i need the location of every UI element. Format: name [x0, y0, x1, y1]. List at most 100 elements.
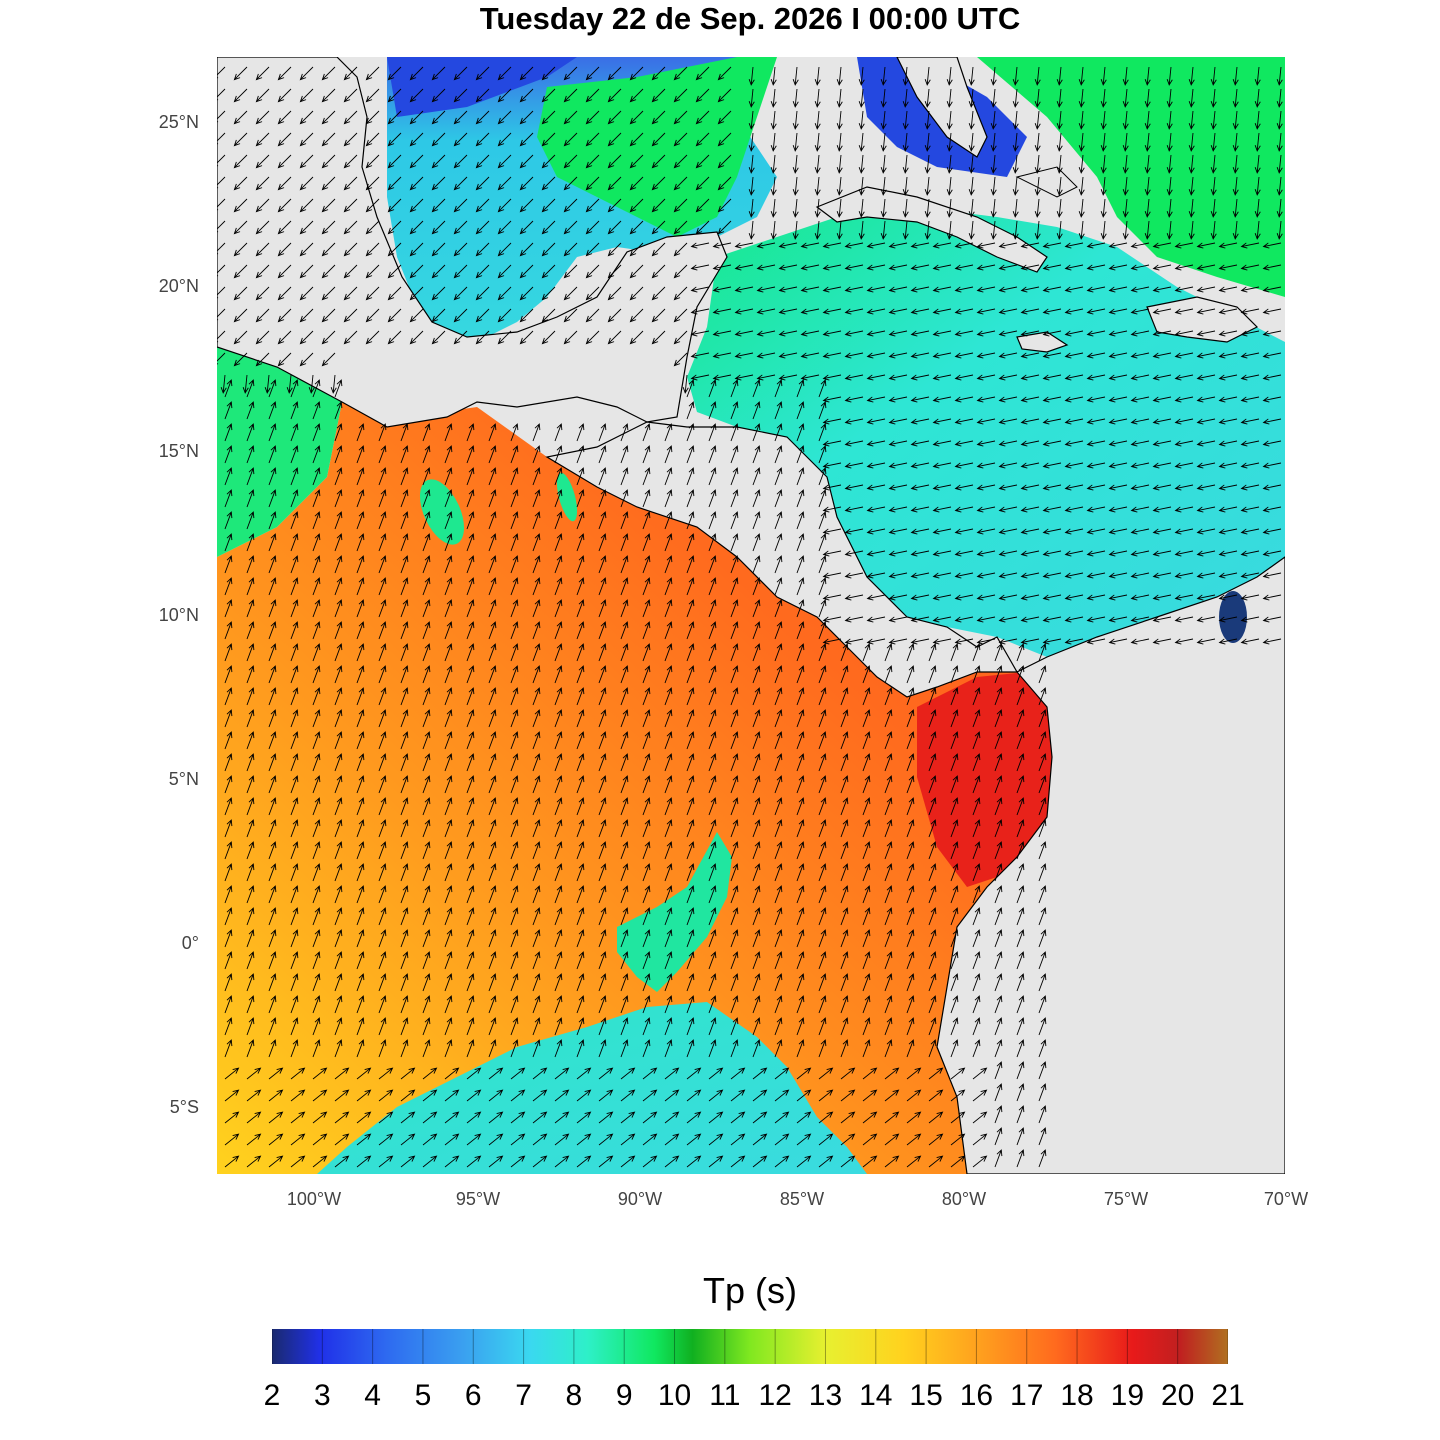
- direction-arrow: [1254, 154, 1261, 174]
- direction-arrow: [1108, 264, 1128, 271]
- direction-arrow: [1152, 484, 1172, 491]
- direction-arrow: [334, 709, 343, 728]
- direction-arrow: [400, 753, 409, 772]
- direction-arrow: [708, 401, 717, 420]
- direction-arrow: [1042, 352, 1062, 359]
- direction-arrow: [1196, 308, 1216, 315]
- direction-arrow: [444, 709, 453, 728]
- direction-arrow: [217, 220, 226, 233]
- direction-arrow: [532, 907, 541, 926]
- direction-arrow: [950, 1067, 966, 1080]
- direction-arrow: [607, 110, 622, 125]
- direction-arrow: [902, 220, 909, 240]
- direction-arrow: [519, 286, 534, 301]
- map-panel[interactable]: [217, 57, 1285, 1174]
- direction-arrow: [1210, 66, 1217, 86]
- direction-arrow: [642, 1133, 658, 1146]
- direction-arrow: [686, 775, 695, 794]
- direction-arrow: [312, 643, 321, 662]
- direction-arrow: [510, 709, 519, 728]
- direction-arrow: [299, 66, 314, 81]
- direction-arrow: [950, 995, 959, 1014]
- direction-arrow: [334, 379, 343, 398]
- direction-arrow: [708, 1133, 724, 1146]
- direction-arrow: [752, 1039, 761, 1058]
- direction-arrow: [422, 1089, 438, 1102]
- direction-arrow: [928, 973, 937, 992]
- direction-arrow: [541, 242, 556, 257]
- direction-arrow: [1196, 352, 1216, 359]
- direction-arrow: [532, 951, 541, 970]
- direction-arrow: [1056, 198, 1063, 218]
- direction-arrow: [554, 687, 563, 706]
- direction-arrow: [563, 132, 578, 147]
- direction-arrow: [466, 995, 475, 1014]
- direction-arrow: [378, 973, 387, 992]
- direction-arrow: [686, 885, 695, 904]
- direction-arrow: [453, 220, 468, 235]
- direction-arrow: [400, 863, 409, 882]
- direction-arrow: [475, 198, 490, 213]
- direction-arrow: [255, 154, 270, 169]
- direction-arrow: [708, 885, 717, 904]
- direction-arrow: [976, 440, 996, 447]
- direction-arrow: [1174, 506, 1194, 513]
- direction-arrow: [343, 110, 358, 125]
- direction-arrow: [356, 555, 365, 574]
- direction-arrow: [629, 154, 644, 169]
- direction-arrow: [778, 264, 798, 271]
- direction-arrow: [840, 753, 849, 772]
- direction-arrow: [224, 1089, 240, 1102]
- direction-arrow: [290, 775, 299, 794]
- direction-arrow: [976, 242, 996, 249]
- direction-arrow: [822, 462, 842, 469]
- direction-arrow: [976, 594, 996, 601]
- direction-arrow: [554, 841, 563, 860]
- direction-arrow: [400, 973, 409, 992]
- direction-arrow: [796, 1089, 812, 1102]
- direction-arrow: [844, 616, 864, 623]
- direction-arrow: [972, 643, 981, 662]
- lake-maracaibo: [1219, 591, 1247, 643]
- direction-arrow: [554, 467, 563, 486]
- direction-arrow: [1012, 176, 1019, 196]
- direction-arrow: [994, 819, 1003, 838]
- direction-arrow: [1042, 550, 1062, 557]
- direction-arrow: [1038, 709, 1047, 728]
- direction-arrow: [792, 154, 799, 174]
- direction-arrow: [532, 489, 541, 508]
- direction-arrow: [299, 88, 314, 103]
- direction-arrow: [774, 929, 783, 948]
- direction-arrow: [1016, 841, 1025, 860]
- lon-label-100w: 100°W: [286, 1189, 342, 1209]
- direction-arrow: [532, 1133, 548, 1146]
- direction-arrow: [217, 110, 226, 123]
- direction-arrow: [312, 599, 321, 618]
- direction-arrow: [466, 423, 475, 442]
- direction-arrow: [774, 489, 783, 508]
- direction-arrow: [1086, 638, 1106, 645]
- direction-arrow: [972, 1133, 988, 1146]
- lon-label-70w: 70°W: [1263, 1189, 1309, 1209]
- direction-arrow: [844, 330, 864, 337]
- direction-arrow: [1152, 308, 1172, 315]
- direction-arrow: [822, 528, 842, 535]
- direction-arrow: [932, 594, 952, 601]
- direction-arrow: [224, 929, 233, 948]
- direction-arrow: [866, 286, 886, 293]
- direction-arrow: [312, 511, 321, 530]
- direction-arrow: [906, 885, 915, 904]
- direction-arrow: [563, 220, 578, 235]
- direction-arrow: [796, 995, 805, 1014]
- direction-arrow: [902, 198, 909, 218]
- direction-arrow: [365, 110, 380, 125]
- direction-arrow: [708, 995, 717, 1014]
- direction-arrow: [866, 352, 886, 359]
- direction-arrow: [422, 907, 431, 926]
- direction-arrow: [932, 440, 952, 447]
- direction-arrow: [796, 753, 805, 772]
- pacific-ocean-field: [217, 402, 1052, 1174]
- direction-arrow: [510, 687, 519, 706]
- direction-arrow: [598, 907, 607, 926]
- direction-arrow: [708, 929, 717, 948]
